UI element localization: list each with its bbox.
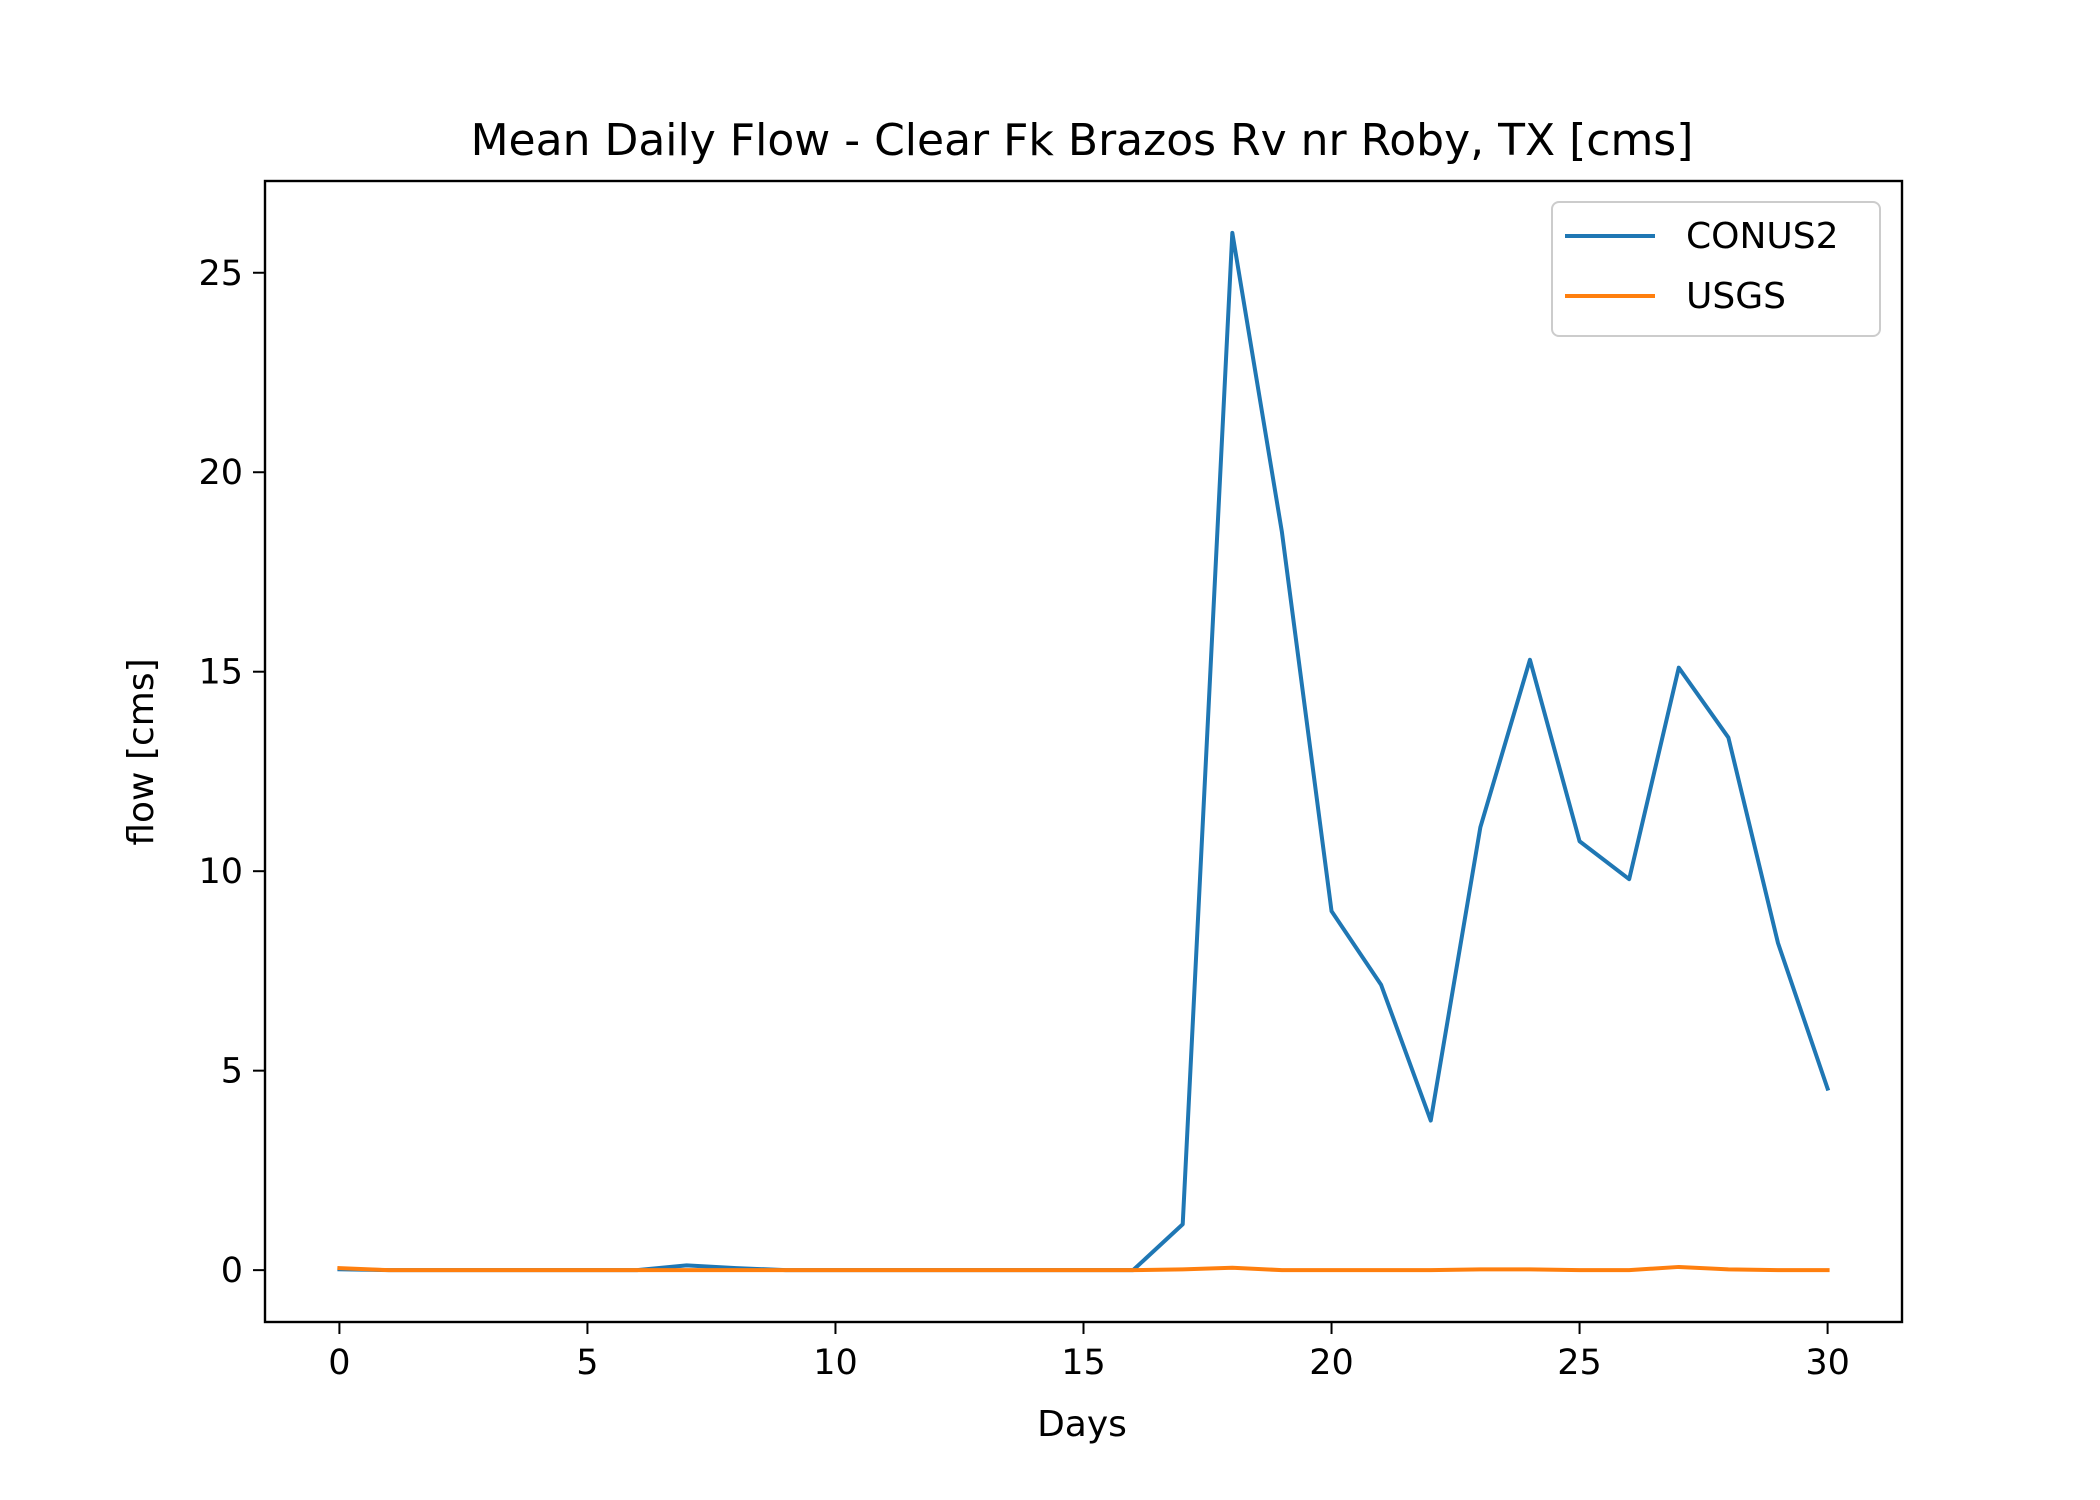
legend: CONUS2 USGS [1551,201,1881,337]
x-tick-label: 0 [328,1343,350,1383]
legend-label-usgs: USGS [1686,276,1786,317]
y-axis: 0 5 10 15 20 25 [198,254,265,1291]
y-axis-label: flow [cms] [121,658,162,845]
x-tick-label: 20 [1309,1343,1354,1383]
x-tick-label: 15 [1061,1343,1106,1383]
x-tick-label: 10 [813,1343,858,1383]
y-tick-label: 20 [198,453,243,493]
plot-lines [337,230,1831,1273]
chart-title: Mean Daily Flow - Clear Fk Brazos Rv nr … [471,115,1694,166]
y-tick-label: 5 [221,1052,243,1092]
x-tick-label: 30 [1805,1343,1850,1383]
legend-label-conus2: CONUS2 [1686,216,1839,257]
y-tick-label: 15 [198,653,243,693]
series-line-usgs [337,1264,1830,1273]
y-tick-label: 10 [198,852,243,892]
x-tick-label: 5 [576,1343,598,1383]
x-axis: 0 5 10 15 20 25 30 [328,1322,1850,1383]
y-tick-label: 25 [198,254,243,294]
x-tick-label: 25 [1557,1343,1602,1383]
y-tick-label: 0 [221,1251,243,1291]
x-axis-label: Days [1037,1404,1127,1445]
